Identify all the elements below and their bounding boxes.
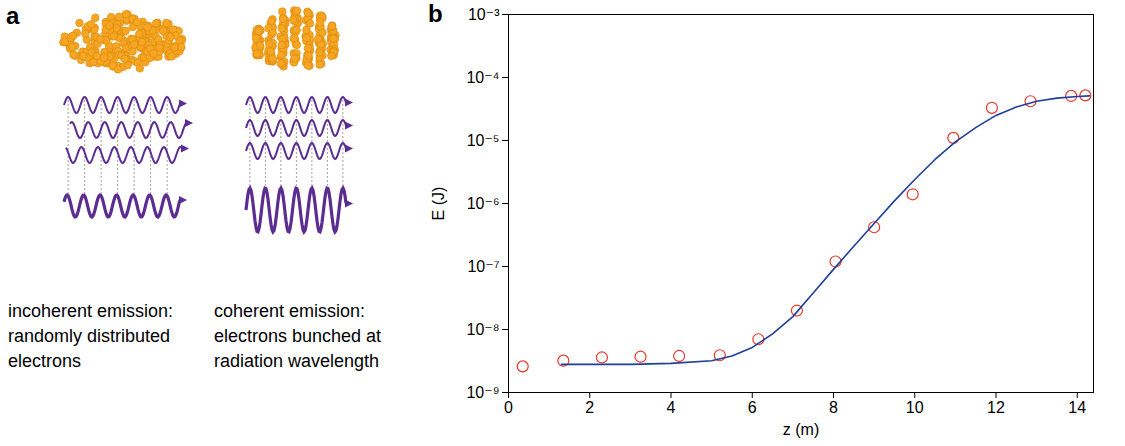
html-text:b: b xyxy=(428,0,443,27)
svg-text:incoherent emission:randomly d: incoherent emission:randomly distributed… xyxy=(8,301,173,371)
svg-text:8: 8 xyxy=(829,399,838,416)
svg-text:10: 10 xyxy=(906,399,924,416)
svg-text:z (m): z (m) xyxy=(783,421,819,438)
svg-text:10⁻⁶: 10⁻⁶ xyxy=(467,195,500,212)
svg-text:a: a xyxy=(6,2,20,29)
svg-text:10⁻³: 10⁻³ xyxy=(468,6,500,23)
svg-text:E (J): E (J) xyxy=(430,187,447,221)
svg-text:10⁻⁸: 10⁻⁸ xyxy=(467,321,500,338)
svg-text:6: 6 xyxy=(748,399,757,416)
svg-text:10⁻⁴: 10⁻⁴ xyxy=(466,69,499,86)
svg-text:10⁻⁹: 10⁻⁹ xyxy=(466,384,499,401)
svg-text:0: 0 xyxy=(504,399,513,416)
svg-text:coherent emission:electrons bu: coherent emission:electrons bunched atra… xyxy=(214,301,381,371)
svg-text:14: 14 xyxy=(1068,399,1086,416)
svg-text:10⁻⁵: 10⁻⁵ xyxy=(467,132,500,149)
svg-text:4: 4 xyxy=(667,399,676,416)
svg-text:12: 12 xyxy=(987,399,1005,416)
svg-text:2: 2 xyxy=(585,399,594,416)
svg-text:10⁻⁷: 10⁻⁷ xyxy=(467,258,499,275)
